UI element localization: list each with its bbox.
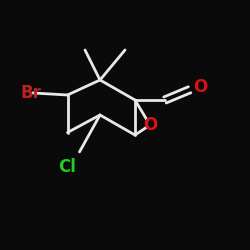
- Text: Br: Br: [20, 84, 41, 102]
- Text: O: O: [193, 78, 207, 96]
- Text: O: O: [143, 116, 157, 134]
- Text: Cl: Cl: [58, 158, 76, 176]
